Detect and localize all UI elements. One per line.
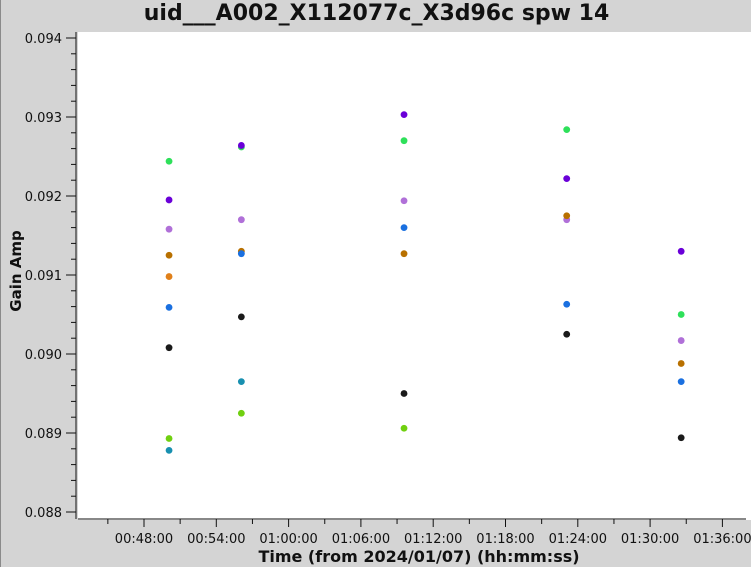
data-point — [563, 175, 571, 183]
data-point — [165, 303, 173, 311]
x-tick-label: 01:30:00 — [621, 532, 679, 547]
data-point — [677, 378, 685, 386]
x-tick-label: 01:12:00 — [404, 532, 462, 547]
data-point — [165, 251, 173, 259]
data-point — [400, 250, 408, 258]
y-tick-label: 0.088 — [25, 506, 62, 521]
data-point — [563, 330, 571, 338]
data-point — [563, 126, 571, 134]
data-point — [237, 378, 245, 386]
y-tick-label: 0.094 — [25, 32, 62, 47]
data-point — [677, 247, 685, 255]
data-point — [563, 212, 571, 220]
y-tick-label: 0.090 — [25, 348, 62, 363]
x-tick-label: 01:36:00 — [693, 532, 751, 547]
x-tick-label: 01:06:00 — [332, 532, 390, 547]
data-point — [677, 434, 685, 442]
data-point — [563, 300, 571, 308]
data-point — [165, 273, 173, 280]
data-point — [165, 435, 173, 442]
y-tick-label: 0.093 — [25, 111, 62, 126]
y-tick-label: 0.091 — [25, 269, 62, 284]
x-axis: 00:48:00 00:54:00 01:00:00 01:06:00 01:12:00… — [78, 518, 751, 547]
data-point — [165, 225, 173, 233]
data-point — [400, 111, 408, 119]
x-tick-label: 01:24:00 — [549, 532, 607, 547]
data-point — [237, 142, 245, 149]
x-tick-label: 01:00:00 — [259, 532, 317, 547]
x-axis-label: Time (from 2024/01/07) (hh:mm:ss) — [258, 547, 580, 566]
data-point — [165, 157, 173, 165]
data-point — [400, 197, 408, 205]
plot-area — [78, 32, 751, 520]
data-point — [237, 216, 245, 224]
data-point — [165, 196, 173, 204]
data-point — [165, 344, 173, 352]
data-point — [237, 313, 245, 321]
data-point — [400, 224, 408, 232]
data-point — [677, 311, 685, 318]
data-point — [165, 446, 173, 454]
y-axis: 0.088 0.089 0.090 0.091 0.092 0.093 0.094 — [25, 32, 77, 521]
x-tick-label: 01:18:00 — [476, 532, 534, 547]
y-tick-label: 0.092 — [25, 190, 62, 205]
y-tick-label: 0.089 — [25, 427, 62, 442]
data-point — [400, 137, 408, 145]
data-points — [165, 111, 685, 454]
data-point — [677, 360, 685, 367]
chart-title: uid___A002_X112077c_X3d96c spw 14 — [143, 1, 610, 26]
data-point — [400, 390, 408, 397]
data-point — [237, 409, 245, 417]
x-tick-label: 00:54:00 — [187, 532, 245, 547]
data-point — [400, 424, 408, 432]
data-point — [677, 337, 685, 344]
data-point — [237, 250, 245, 258]
x-tick-label: 00:48:00 — [115, 532, 173, 547]
